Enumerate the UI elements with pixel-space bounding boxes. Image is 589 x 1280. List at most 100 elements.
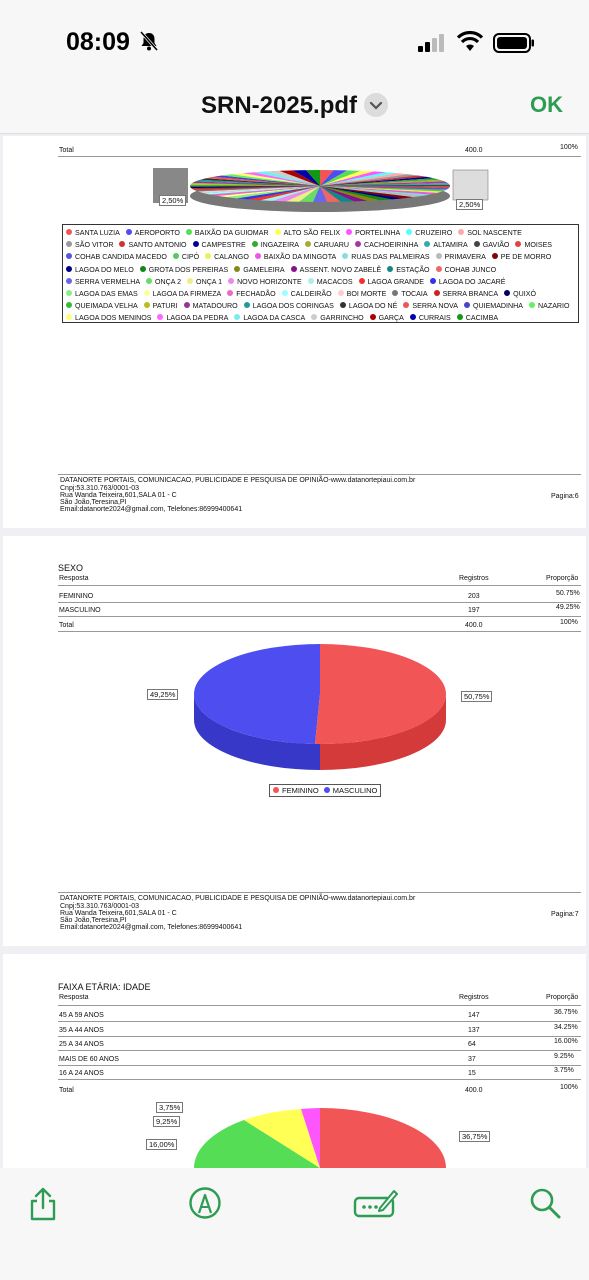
legend-label: SERRA BRANCA (442, 290, 499, 299)
legend-item: LAGOA DO JACARÉ (429, 277, 506, 286)
pie-slice-masculino (193, 644, 320, 744)
legend-swatch (66, 253, 72, 260)
legend-item: NOVO HORIZONTE (228, 277, 302, 286)
legend-item: MOISES (515, 241, 552, 249)
legend-swatch (491, 253, 498, 260)
sex-pie-chart (193, 644, 447, 770)
legend-swatch (66, 265, 72, 272)
legend-item: ONÇA 2 (146, 277, 181, 286)
legend-label: MATADOURO (192, 302, 238, 311)
signature-icon[interactable] (352, 1186, 398, 1220)
legend-swatch (435, 265, 442, 272)
legend-swatch (66, 229, 72, 235)
legend-swatch (143, 302, 150, 309)
table-row-count: 64 (468, 1041, 476, 1048)
legend-swatch (504, 290, 511, 297)
pie-slice (299, 186, 320, 202)
legend-item: BAIXÃO DA MINGOTA (254, 253, 337, 262)
legend-swatch (369, 314, 376, 321)
legend-label: SOL NASCENTE (467, 229, 522, 237)
legend-item: ALTAMIRA (424, 241, 468, 249)
pie-slice (226, 186, 320, 199)
section-title: FAIXA ETÁRIA: IDADE (58, 982, 151, 992)
legend-swatch (403, 302, 410, 309)
legend-label: LAGOA DA PEDRA (166, 314, 229, 323)
pie-slice (272, 186, 320, 202)
legend-label: ONÇA 1 (196, 277, 223, 286)
table-row-pct: 3.75% (554, 1067, 574, 1074)
table-row-label: 35 A 44 ANOS (59, 1026, 104, 1034)
document-title[interactable]: SRN-2025.pdf (201, 92, 358, 119)
legend-label: MACACOS (316, 277, 353, 286)
legend-label: NAZARIO (538, 302, 570, 311)
divider (58, 474, 581, 475)
legend-swatch (458, 229, 465, 235)
pie-slice (320, 176, 434, 186)
legend-label: GAMELEIRA (243, 265, 285, 274)
pie-slice (197, 186, 320, 193)
legend-swatch (157, 314, 164, 321)
pie-slice (320, 186, 431, 196)
page-number: Pagina:7 (551, 911, 579, 918)
pie-label-masculino: 49,25% (147, 689, 179, 700)
pie-slice (260, 186, 320, 201)
legend-swatch (342, 253, 349, 260)
legend-swatch (354, 241, 361, 248)
pie-slice (217, 186, 320, 198)
pie-slice (320, 178, 440, 186)
legend-swatch (183, 302, 190, 309)
search-icon[interactable] (528, 1186, 562, 1220)
pie-slice (213, 175, 320, 186)
legend-item: COHAB CANDIDA MACEDO (66, 253, 167, 261)
done-button[interactable]: OK (530, 92, 563, 117)
pie-slice (320, 186, 414, 199)
table-row-label: FEMININO (59, 593, 94, 600)
share-icon[interactable] (28, 1186, 58, 1222)
legend-label: BAIXÃO DA GUIOMAR (194, 229, 269, 237)
legend-item: LAGOA DO MELO (66, 265, 134, 274)
pie-slice (320, 186, 443, 193)
cellular-signal-icon (418, 34, 444, 52)
pie-label-60-mais: 9,25% (153, 1116, 181, 1127)
legend-label: GAVIÃO (482, 241, 510, 250)
pie-label-right: 2,50% (456, 199, 484, 210)
legend-label: RUAS DAS PALMEIRAS (351, 253, 430, 262)
pie-slice (313, 186, 327, 202)
legend-swatch (429, 277, 436, 284)
pie-slice (200, 178, 320, 186)
col-registros: Registros (459, 994, 489, 1001)
table-row-count: 197 (468, 607, 480, 614)
legend-item: RUAS DAS PALMEIRAS (342, 253, 430, 262)
pie-slice (203, 186, 320, 195)
table-row-count: 15 (468, 1070, 476, 1077)
divider (58, 616, 581, 617)
pie-slice (320, 186, 392, 201)
total-label: Total (59, 147, 74, 154)
pie-slice (320, 186, 403, 200)
status-bar: 08:09 (0, 0, 589, 80)
pie-slice (279, 170, 320, 186)
legend-label: CIPÓ (181, 253, 200, 262)
footer-cnpj: Cnpj:53.310.763/0001-03 (60, 485, 140, 492)
footer-cnpj: Cnpj:53.310.763/0001-03 (60, 903, 140, 910)
legend-label: SANTO ANTONIO (128, 241, 187, 250)
legend-label: ALTO SÃO FELIX (283, 229, 341, 237)
pie-slice (292, 170, 320, 186)
legend-swatch (406, 229, 413, 235)
legend-swatch (435, 253, 442, 260)
legend-label: CACHOEIRINHA (363, 241, 419, 250)
pie-slice (306, 170, 320, 186)
pie-slice-16-24 (301, 1108, 320, 1168)
markup-pen-icon[interactable] (188, 1186, 222, 1220)
legend-item: LAGOA DOS CORINGAS (243, 302, 334, 310)
legend-label: CACIMBA (465, 314, 499, 323)
legend-item: QUIXÓ (504, 290, 536, 298)
title-menu-button[interactable] (364, 93, 388, 117)
pie-label-45-59: 36,75% (459, 1131, 491, 1142)
legend-label: BAIXÃO DA MINGOTA (263, 253, 337, 262)
legend-item: CURRAIS (409, 314, 451, 322)
footer-company: DATANORTE PORTAIS, COMUNICACAO, PUBLICID… (60, 895, 416, 902)
col-resposta: Resposta (59, 575, 89, 582)
legend-swatch (146, 277, 153, 284)
legend-item: CIPÓ (172, 253, 200, 262)
